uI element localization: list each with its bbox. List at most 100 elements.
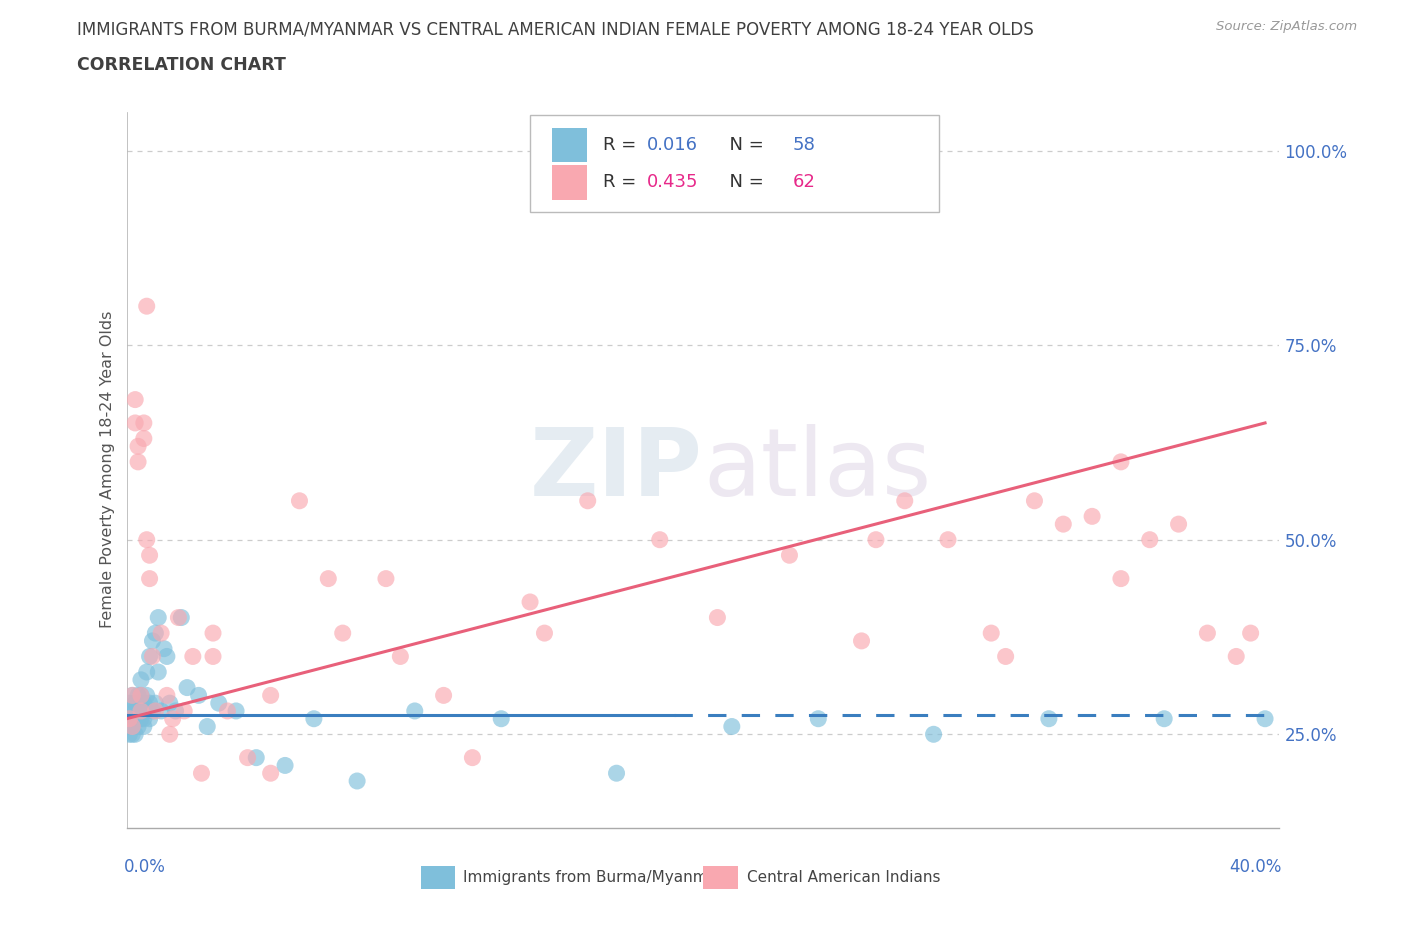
Text: 0.016: 0.016 bbox=[647, 137, 697, 154]
Text: CORRELATION CHART: CORRELATION CHART bbox=[77, 56, 287, 73]
Point bbox=[648, 532, 671, 547]
Point bbox=[994, 649, 1017, 664]
Point bbox=[491, 711, 513, 726]
Point bbox=[170, 610, 193, 625]
Point bbox=[127, 711, 149, 726]
Point bbox=[124, 711, 146, 726]
Point bbox=[1081, 509, 1104, 524]
Point bbox=[129, 703, 152, 718]
Bar bbox=[553, 166, 586, 200]
Point bbox=[167, 610, 190, 625]
Point bbox=[135, 299, 157, 313]
Point bbox=[433, 688, 456, 703]
Point bbox=[132, 696, 155, 711]
Point bbox=[121, 719, 143, 734]
Point bbox=[145, 703, 166, 718]
Point bbox=[1240, 626, 1263, 641]
Point bbox=[1167, 517, 1189, 532]
Point bbox=[202, 649, 225, 664]
Point bbox=[129, 672, 152, 687]
Point bbox=[135, 532, 157, 547]
Point bbox=[1024, 493, 1046, 508]
Point bbox=[576, 493, 599, 508]
Point bbox=[865, 532, 887, 547]
Point bbox=[121, 688, 143, 703]
Point bbox=[135, 703, 157, 718]
Point bbox=[118, 711, 141, 726]
Point bbox=[145, 696, 166, 711]
Point bbox=[156, 649, 179, 664]
Point bbox=[124, 416, 146, 431]
Point bbox=[156, 688, 179, 703]
Point bbox=[124, 703, 146, 718]
Point bbox=[1038, 711, 1060, 726]
Point bbox=[145, 626, 166, 641]
Point bbox=[118, 711, 141, 726]
Point bbox=[259, 688, 281, 703]
Point bbox=[129, 703, 152, 718]
Point bbox=[141, 649, 163, 664]
Text: R =: R = bbox=[603, 174, 641, 192]
Point bbox=[779, 548, 801, 563]
Point bbox=[159, 727, 181, 742]
Text: 0.0%: 0.0% bbox=[124, 858, 166, 876]
Point bbox=[165, 703, 187, 718]
Point bbox=[141, 703, 163, 718]
Point bbox=[851, 633, 873, 648]
Bar bbox=[553, 128, 586, 163]
Point bbox=[217, 703, 239, 718]
Point bbox=[302, 711, 325, 726]
Point bbox=[461, 751, 484, 765]
Point bbox=[127, 688, 149, 703]
Point bbox=[135, 665, 157, 680]
Point bbox=[195, 719, 218, 734]
Point bbox=[720, 719, 742, 734]
Point bbox=[720, 182, 742, 197]
Point bbox=[404, 703, 426, 718]
Text: Source: ZipAtlas.com: Source: ZipAtlas.com bbox=[1216, 20, 1357, 33]
Point bbox=[1197, 626, 1219, 641]
Point bbox=[606, 765, 628, 780]
Point bbox=[124, 392, 146, 407]
Point bbox=[162, 711, 184, 726]
Point bbox=[245, 751, 267, 765]
Point bbox=[225, 703, 247, 718]
Point bbox=[706, 610, 728, 625]
Point bbox=[127, 455, 149, 470]
Point bbox=[181, 649, 204, 664]
Point bbox=[121, 727, 143, 742]
Point bbox=[138, 649, 160, 664]
Text: 58: 58 bbox=[793, 137, 815, 154]
Point bbox=[519, 594, 541, 609]
Point bbox=[127, 719, 149, 734]
Point bbox=[176, 680, 198, 695]
Point bbox=[132, 719, 155, 734]
Point bbox=[135, 688, 157, 703]
Point bbox=[374, 571, 398, 586]
Text: 62: 62 bbox=[793, 174, 815, 192]
Point bbox=[1109, 455, 1132, 470]
Point bbox=[153, 642, 176, 657]
Text: 40.0%: 40.0% bbox=[1229, 858, 1282, 876]
Point bbox=[121, 703, 143, 718]
Text: Immigrants from Burma/Myanmar: Immigrants from Burma/Myanmar bbox=[463, 870, 724, 885]
Point bbox=[1153, 711, 1175, 726]
Point bbox=[127, 439, 149, 454]
Point bbox=[121, 719, 143, 734]
Point bbox=[208, 696, 231, 711]
Point bbox=[1052, 517, 1074, 532]
Point bbox=[132, 711, 155, 726]
Point bbox=[150, 626, 173, 641]
Point bbox=[190, 765, 212, 780]
Point bbox=[127, 696, 149, 711]
Point bbox=[138, 711, 160, 726]
Point bbox=[389, 649, 412, 664]
Point bbox=[346, 774, 368, 789]
Text: R =: R = bbox=[603, 137, 641, 154]
Point bbox=[936, 532, 959, 547]
Text: N =: N = bbox=[718, 174, 769, 192]
Bar bbox=[703, 867, 738, 889]
Text: Central American Indians: Central American Indians bbox=[747, 870, 941, 885]
Point bbox=[132, 432, 155, 446]
Point bbox=[121, 688, 143, 703]
